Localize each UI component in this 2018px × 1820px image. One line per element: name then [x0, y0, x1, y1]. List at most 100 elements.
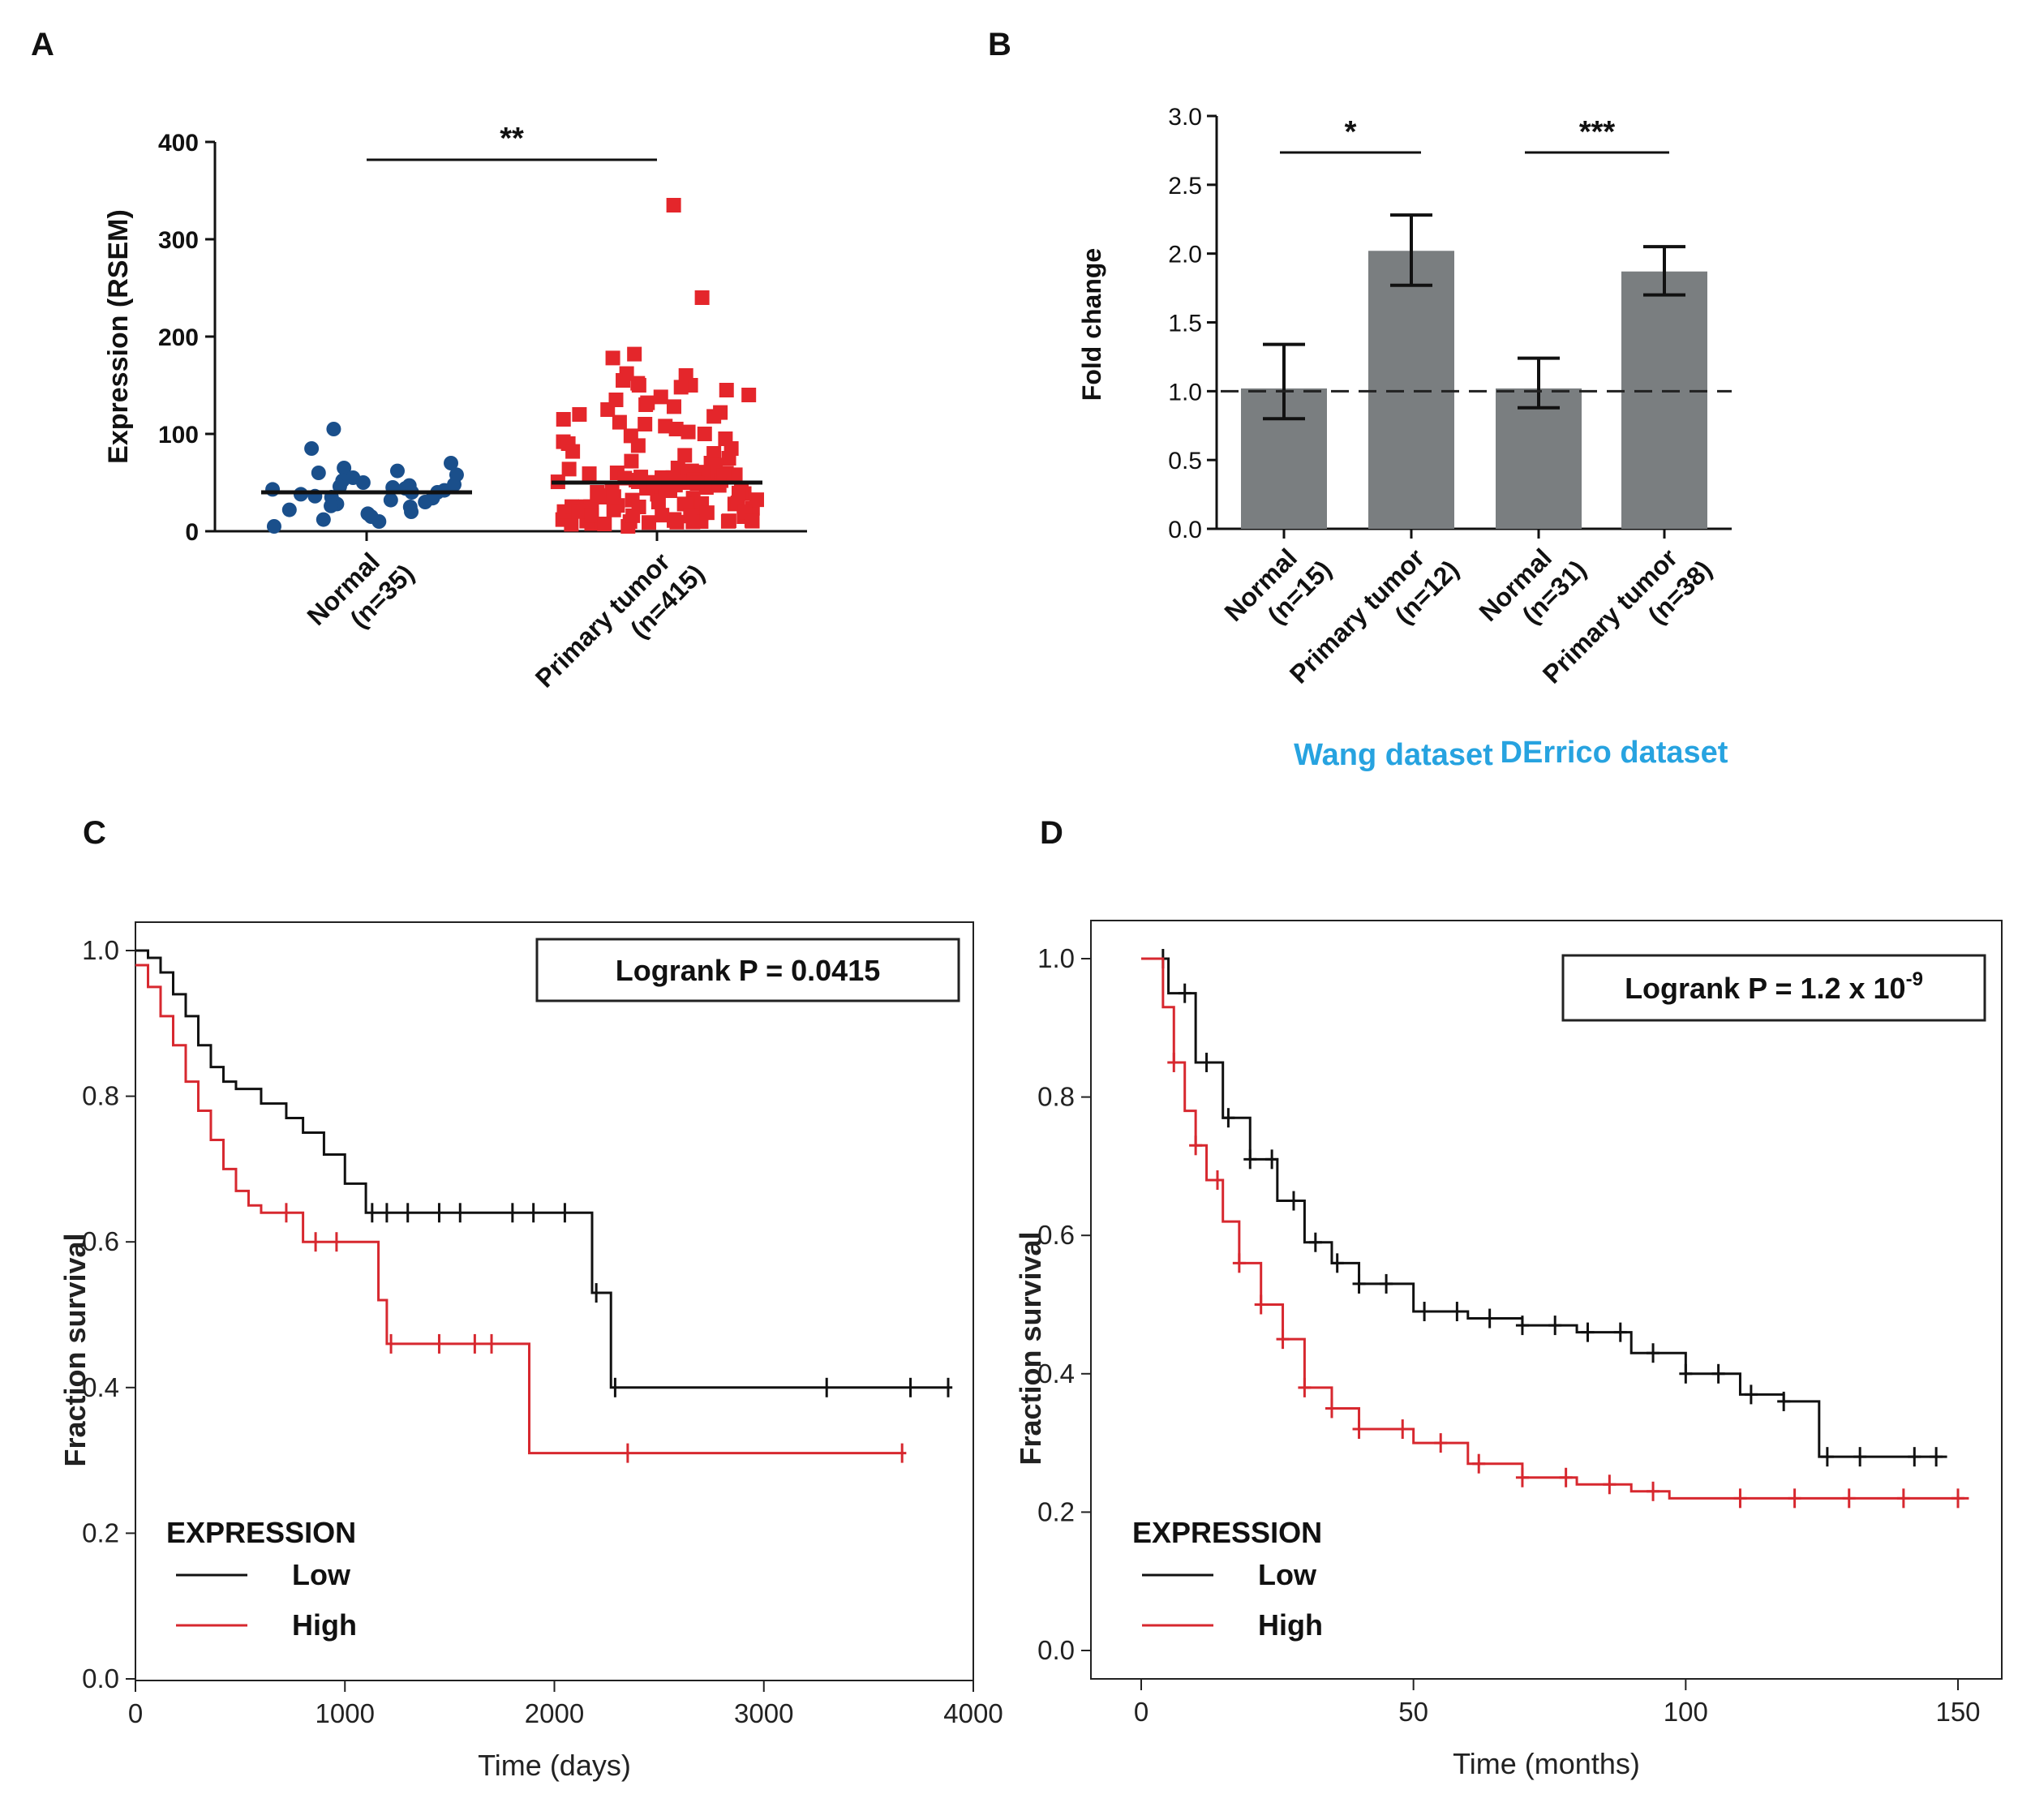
- x-tick-label: 150: [1935, 1697, 1980, 1727]
- dataset-label: Wang dataset: [1294, 738, 1493, 772]
- tumor-point: [681, 424, 696, 440]
- logrank-text: Logrank P = 0.0415: [616, 954, 881, 987]
- y-tick-label: 0: [185, 519, 199, 546]
- tumor-point: [606, 489, 621, 504]
- normal-point: [316, 512, 331, 527]
- legend-label: High: [292, 1608, 357, 1642]
- y-tick-label: 200: [158, 324, 199, 351]
- tumor-point: [638, 397, 654, 412]
- km-curve-high: [1141, 957, 1969, 1500]
- y-tick-label: 1.0: [1168, 379, 1202, 406]
- normal-point: [444, 456, 459, 470]
- tumor-point: [677, 448, 693, 463]
- tumor-point: [591, 487, 607, 503]
- normal-point: [304, 441, 320, 456]
- tumor-point: [584, 508, 599, 523]
- tumor-point: [668, 422, 684, 436]
- x-tick-label: Primary tumor(n=12): [1284, 531, 1465, 712]
- tumor-point: [721, 451, 736, 466]
- tumor-point: [627, 346, 642, 362]
- x-tick-label: Primary tumor(n=415): [530, 535, 711, 716]
- tumor-point: [679, 496, 694, 512]
- tumor-point: [650, 495, 666, 509]
- logrank-text: Logrank P = 1.2 x 10: [1625, 972, 1906, 1005]
- x-axis-label: Time (days): [478, 1749, 631, 1782]
- chart-c: 0.0 0.2 0.4 0.6 0.8 1.0 0 1000 2000 3000 4000 Time …: [58, 921, 1003, 1782]
- tumor-point: [719, 383, 734, 397]
- tumor-point: [653, 389, 668, 405]
- tumor-point: [683, 509, 698, 524]
- tumor-point: [616, 373, 631, 388]
- tumor-point: [564, 517, 579, 532]
- logrank-box: [1561, 954, 1986, 1022]
- panel-label-b: B: [988, 27, 1011, 62]
- tumor-point: [745, 513, 760, 529]
- tumor-point: [561, 461, 577, 477]
- y-tick-label: 0.0: [1037, 1635, 1075, 1665]
- y-axis-label: Expression (RSEM): [103, 209, 134, 464]
- y-tick-label: 1.0: [82, 935, 119, 965]
- tumor-point: [556, 412, 571, 427]
- tumor-point: [666, 198, 681, 212]
- panel-label-a: A: [31, 27, 54, 62]
- legend-title: EXPRESSION: [166, 1516, 356, 1549]
- tumor-point: [720, 513, 736, 529]
- y-tick-label: 0.6: [82, 1226, 119, 1256]
- logrank-box: [535, 938, 960, 1002]
- tumor-point: [667, 512, 682, 527]
- tumor-point: [694, 290, 710, 305]
- legend-label: Low: [292, 1558, 351, 1591]
- tumor-point: [597, 517, 612, 532]
- y-tick-label: 0.8: [1037, 1082, 1075, 1112]
- significance-label: **: [500, 122, 524, 156]
- chart-d: 0.0 0.2 0.4 0.6 0.8 1.0 0 50 100 150 Time (months)…: [1014, 920, 2003, 1780]
- tumor-point: [673, 380, 689, 395]
- y-tick-label: 0.0: [1168, 517, 1202, 543]
- normal-point: [311, 466, 326, 480]
- y-tick-label: 100: [158, 422, 199, 449]
- y-axis-label: Fraction survival: [1014, 1231, 1047, 1465]
- tumor-point: [624, 453, 639, 469]
- x-tick-label: 0: [1134, 1697, 1149, 1727]
- y-tick-label: 0.6: [1037, 1220, 1075, 1250]
- logrank-label: Logrank P = 1.2 x 10-9: [1625, 968, 1923, 1005]
- normal-point: [326, 422, 341, 436]
- x-tick-label: 100: [1664, 1697, 1708, 1727]
- plot-frame: [135, 921, 974, 1681]
- tumor-point: [711, 478, 727, 493]
- tumor-point: [638, 417, 653, 431]
- chart-a: 0 100 200 300 400 Expression (RSEM) Normal(n=3…: [103, 122, 807, 716]
- normal-point: [265, 482, 281, 497]
- tumor-point: [666, 399, 681, 414]
- y-tick-label: 1.0: [1037, 943, 1075, 973]
- normal-point: [337, 461, 352, 475]
- normal-point: [266, 519, 281, 534]
- normal-point: [355, 475, 371, 490]
- normal-point: [389, 463, 405, 479]
- plot-frame: [1090, 920, 2003, 1680]
- y-tick-label: 300: [158, 227, 199, 254]
- tumor-point: [697, 427, 712, 441]
- km-curve-low: [135, 949, 953, 1389]
- tumor-point: [699, 505, 715, 521]
- tumor-point: [612, 414, 627, 430]
- x-tick-label: 3000: [734, 1698, 793, 1728]
- y-tick-label: 0.8: [82, 1081, 119, 1111]
- tumor-point: [572, 407, 587, 422]
- y-tick-label: 0.2: [82, 1517, 119, 1547]
- km-curve-low: [1141, 957, 1947, 1458]
- normal-point: [324, 498, 339, 513]
- km-curve-high: [135, 964, 907, 1455]
- y-axis-label: Fold change: [1077, 248, 1106, 401]
- tumor-point: [625, 508, 641, 523]
- normal-point: [383, 492, 398, 508]
- logrank-exponent: -9: [1906, 968, 1923, 990]
- legend-label: Low: [1258, 1558, 1317, 1591]
- x-tick-label: 2000: [525, 1698, 584, 1728]
- y-tick-label: 3.0: [1168, 104, 1202, 131]
- x-tick-label: 4000: [943, 1698, 1003, 1728]
- tumor-point: [706, 409, 722, 424]
- dataset-label: DErrico dataset: [1501, 736, 1728, 770]
